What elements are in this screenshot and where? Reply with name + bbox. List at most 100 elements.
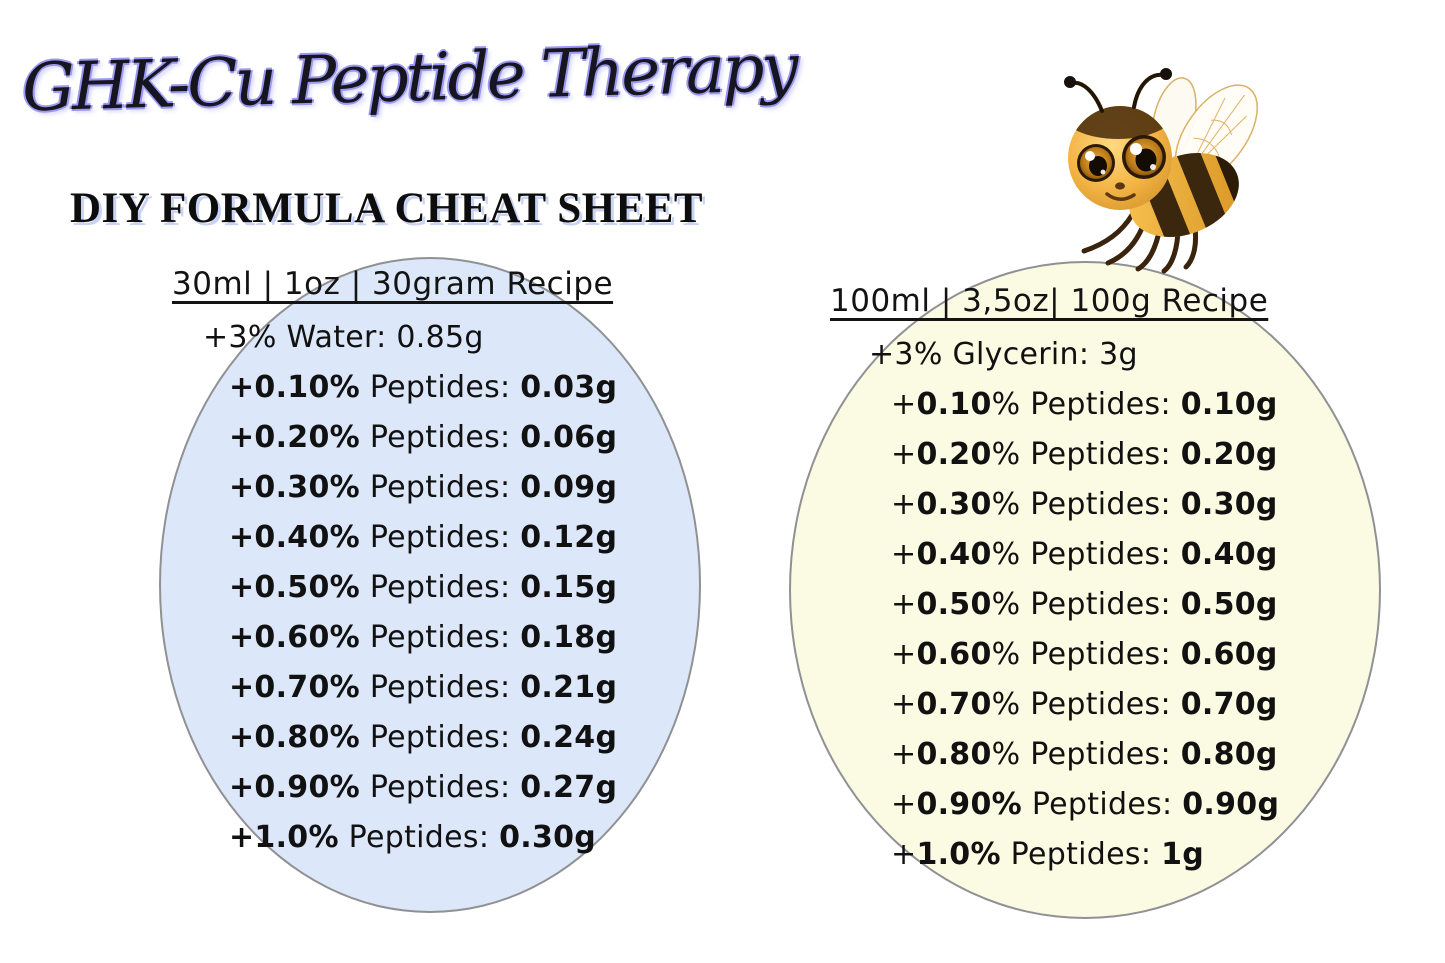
- row-prefix: +: [891, 387, 917, 422]
- row-label: Glycerin:: [942, 337, 1100, 372]
- row-label: Peptides:: [1020, 537, 1181, 572]
- recipe-row: +0.10% Peptides: 0.03g: [229, 363, 617, 413]
- row-percent: 0.90%: [916, 787, 1023, 822]
- row-value: 0.27g: [520, 770, 618, 805]
- row-percent: +0.20%: [229, 420, 361, 455]
- left-recipe-title: 30ml | 1oz | 30gram Recipe: [172, 266, 614, 302]
- row-label: Peptides:: [1020, 637, 1181, 672]
- row-percent: +0.90%: [229, 770, 361, 805]
- recipe-row: +0.70% Peptides: 0.21g: [229, 663, 617, 713]
- row-prefix: +: [891, 837, 917, 872]
- row-percent-suffix: %: [991, 737, 1021, 772]
- row-percent: +0.40%: [229, 520, 361, 555]
- row-prefix: +: [891, 487, 917, 522]
- recipe-row: +1.0% Peptides: 1g: [891, 830, 1279, 880]
- recipe-row: +0.20% Peptides: 0.20g: [891, 430, 1279, 480]
- bee-icon: [1032, 55, 1267, 280]
- row-percent: +0.10%: [229, 370, 361, 405]
- row-percent-suffix: %: [991, 637, 1021, 672]
- row-value: 0.90g: [1182, 787, 1280, 822]
- row-percent: +0.60%: [229, 620, 361, 655]
- row-percent: +0.30%: [229, 470, 361, 505]
- right-recipe-rows: +3% Glycerin: 3g +0.10% Peptides: 0.10g …: [869, 330, 1279, 880]
- row-prefix: +: [891, 787, 917, 822]
- row-label: Peptides:: [1020, 737, 1181, 772]
- recipe-row: +1.0% Peptides: 0.30g: [229, 813, 617, 863]
- recipe-row-base: +3% Glycerin: 3g: [869, 330, 1279, 380]
- row-label: Peptides:: [360, 470, 521, 505]
- row-percent: 0.20: [916, 437, 992, 472]
- recipe-row: +0.10% Peptides: 0.10g: [891, 380, 1279, 430]
- recipe-row: +0.20% Peptides: 0.06g: [229, 413, 617, 463]
- bee-eyes-icon: [1077, 135, 1166, 182]
- recipe-row: +0.30% Peptides: 0.09g: [229, 463, 617, 513]
- row-label: Peptides:: [360, 420, 521, 455]
- row-percent-suffix: %: [991, 487, 1021, 522]
- row-label: Peptides:: [360, 670, 521, 705]
- recipe-row: +0.90% Peptides: 0.27g: [229, 763, 617, 813]
- right-recipe-ellipse: [789, 261, 1381, 919]
- row-label: Peptides:: [1020, 587, 1181, 622]
- row-percent: +0.80%: [229, 720, 361, 755]
- row-percent-suffix: %: [991, 387, 1021, 422]
- row-value: 1g: [1161, 837, 1205, 872]
- row-label: Peptides:: [360, 570, 521, 605]
- recipe-row: +0.90% Peptides: 0.90g: [891, 780, 1279, 830]
- row-label: Peptides:: [1022, 787, 1183, 822]
- row-prefix: +: [891, 637, 917, 672]
- recipe-row: +0.50% Peptides: 0.50g: [891, 580, 1279, 630]
- row-value: 0.70g: [1180, 687, 1278, 722]
- row-percent-suffix: %: [991, 537, 1021, 572]
- left-recipe-ellipse: [159, 257, 701, 913]
- row-value: 0.10g: [1180, 387, 1278, 422]
- right-recipe-title: 100ml | 3,5oz| 100g Recipe: [830, 283, 1269, 319]
- row-percent-suffix: %: [991, 587, 1021, 622]
- row-label: Peptides:: [1020, 437, 1181, 472]
- row-label: Peptides:: [360, 770, 521, 805]
- recipe-row: +0.70% Peptides: 0.70g: [891, 680, 1279, 730]
- row-percent-suffix: %: [991, 437, 1021, 472]
- row-value: 0.12g: [520, 520, 618, 555]
- row-prefix: +: [891, 437, 917, 472]
- row-label: Peptides:: [1000, 837, 1162, 872]
- row-value: 0.03g: [520, 370, 618, 405]
- recipe-row: +0.80% Peptides: 0.24g: [229, 713, 617, 763]
- row-value: 0.06g: [520, 420, 618, 455]
- row-value: 3g: [1099, 337, 1138, 372]
- row-prefix: +: [891, 587, 917, 622]
- row-value: 0.60g: [1180, 637, 1278, 672]
- recipe-row: +0.80% Peptides: 0.80g: [891, 730, 1279, 780]
- row-label: Peptides:: [360, 720, 521, 755]
- row-percent: 0.30: [916, 487, 992, 522]
- page-title: GHK-Cu Peptide Therapy: [21, 29, 797, 127]
- row-percent: +3%: [869, 337, 943, 372]
- recipe-row: +0.30% Peptides: 0.30g: [891, 480, 1279, 530]
- bee-antennae-icon: [1070, 72, 1166, 113]
- row-value: 0.50g: [1180, 587, 1278, 622]
- row-value: 0.15g: [520, 570, 618, 605]
- row-value: 0.30g: [499, 820, 597, 855]
- row-label: Peptides:: [1020, 387, 1181, 422]
- row-percent: 0.10: [916, 387, 992, 422]
- row-percent: +0.70%: [229, 670, 361, 705]
- row-value: 0.30g: [1180, 487, 1278, 522]
- row-value: 0.18g: [520, 620, 618, 655]
- row-value: 0.85g: [396, 320, 484, 355]
- recipe-row: +0.40% Peptides: 0.12g: [229, 513, 617, 563]
- row-prefix: +: [891, 737, 917, 772]
- row-label: Peptides:: [1020, 687, 1181, 722]
- row-value: 0.20g: [1180, 437, 1278, 472]
- row-label: Water:: [276, 320, 397, 355]
- row-percent: 0.60: [916, 637, 992, 672]
- row-value: 0.21g: [520, 670, 618, 705]
- row-label: Peptides:: [338, 820, 500, 855]
- row-percent: +1.0%: [229, 820, 339, 855]
- row-percent: 0.70: [916, 687, 992, 722]
- recipe-row: +0.40% Peptides: 0.40g: [891, 530, 1279, 580]
- row-label: Peptides:: [360, 620, 521, 655]
- row-label: Peptides:: [360, 370, 521, 405]
- row-value: 0.24g: [520, 720, 618, 755]
- row-percent: 0.80: [916, 737, 992, 772]
- row-value: 0.09g: [520, 470, 618, 505]
